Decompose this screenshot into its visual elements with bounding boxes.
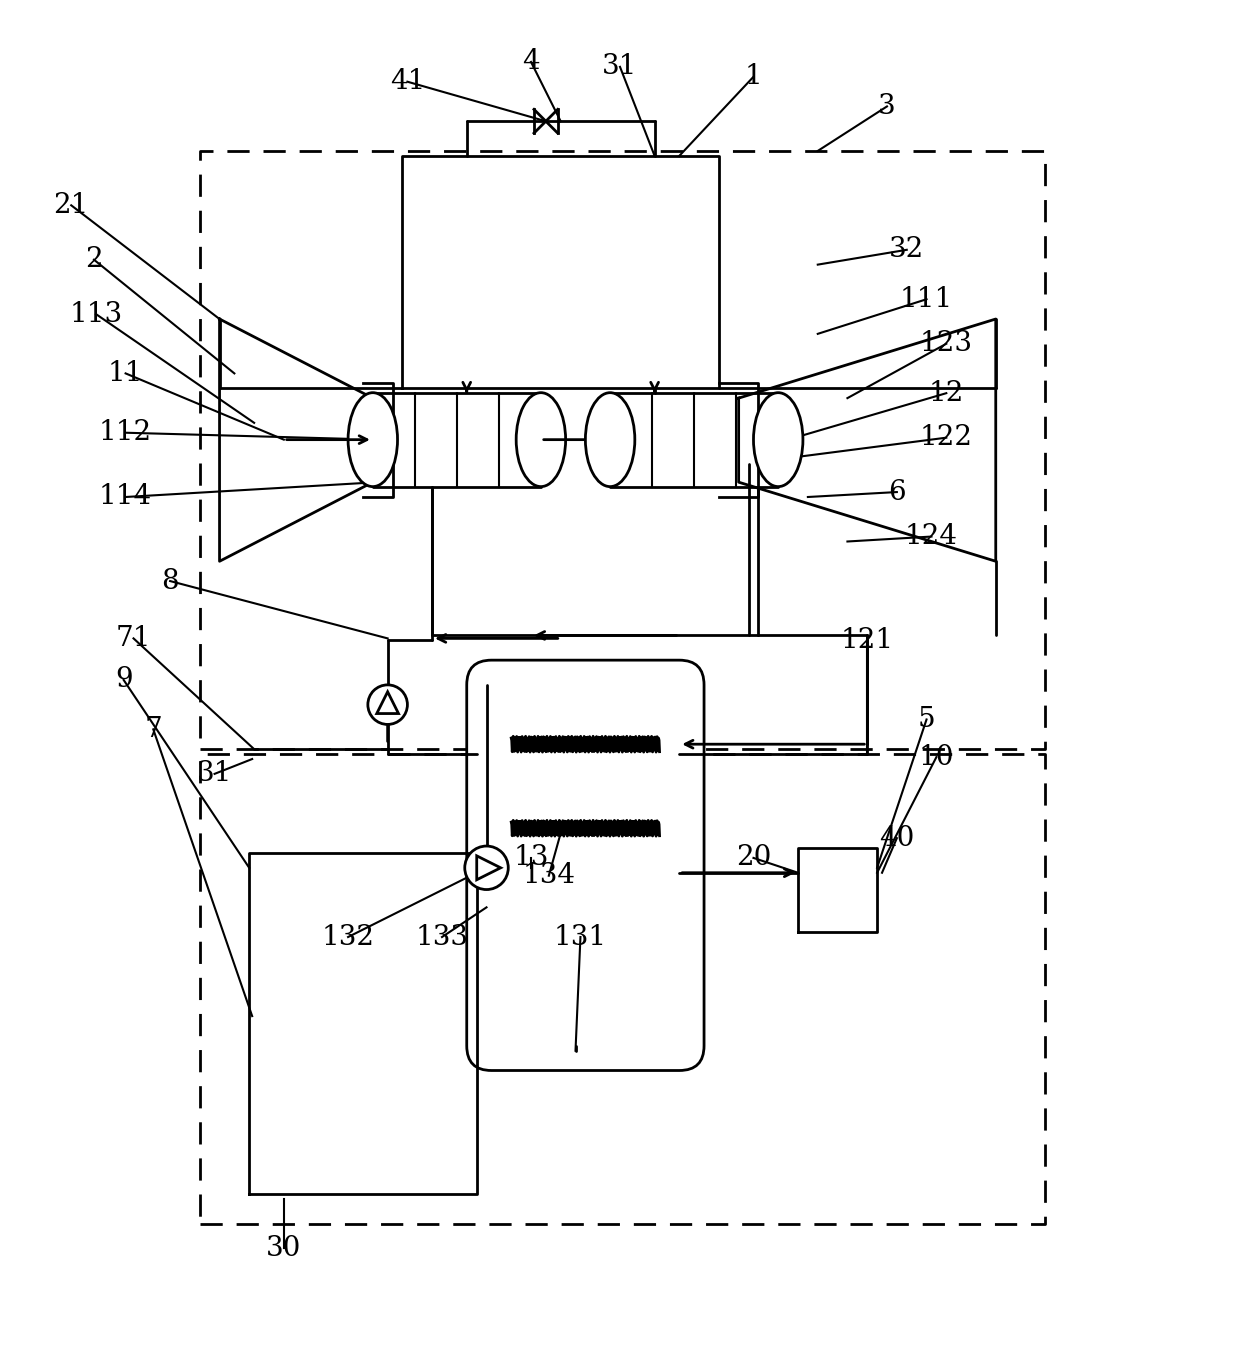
Text: 32: 32: [889, 236, 924, 263]
Text: 121: 121: [841, 626, 894, 653]
Text: 1: 1: [744, 63, 763, 90]
Text: 11: 11: [108, 360, 144, 387]
Text: 30: 30: [267, 1235, 301, 1262]
Text: 8: 8: [161, 567, 179, 594]
Text: 123: 123: [920, 330, 973, 357]
Text: 3: 3: [878, 93, 895, 120]
Ellipse shape: [585, 393, 635, 486]
Text: 4: 4: [522, 48, 539, 75]
Circle shape: [368, 684, 408, 725]
Text: 13: 13: [513, 845, 548, 872]
Text: 10: 10: [919, 744, 954, 770]
Text: 12: 12: [929, 380, 963, 407]
Text: 40: 40: [879, 824, 915, 851]
Text: 113: 113: [69, 300, 123, 327]
Text: 132: 132: [321, 924, 374, 951]
Text: 6: 6: [888, 478, 905, 505]
Text: 134: 134: [522, 862, 575, 889]
Text: 112: 112: [99, 419, 153, 446]
Text: 124: 124: [905, 523, 959, 550]
Text: 5: 5: [918, 706, 935, 733]
Text: 122: 122: [920, 424, 973, 451]
Text: 71: 71: [115, 625, 151, 652]
Text: 41: 41: [389, 69, 425, 96]
Text: 2: 2: [86, 247, 103, 273]
Text: 21: 21: [53, 191, 89, 218]
Text: 20: 20: [735, 845, 771, 872]
Ellipse shape: [516, 393, 565, 486]
Text: 7: 7: [144, 715, 162, 742]
Text: 131: 131: [554, 924, 608, 951]
FancyBboxPatch shape: [466, 660, 704, 1071]
Circle shape: [465, 846, 508, 889]
Text: 114: 114: [99, 484, 153, 511]
Text: 9: 9: [115, 667, 133, 694]
Text: 31: 31: [603, 54, 637, 81]
Text: 111: 111: [900, 286, 954, 313]
Text: 133: 133: [415, 924, 469, 951]
Text: 31: 31: [197, 760, 232, 788]
Ellipse shape: [754, 393, 804, 486]
Ellipse shape: [348, 393, 398, 486]
